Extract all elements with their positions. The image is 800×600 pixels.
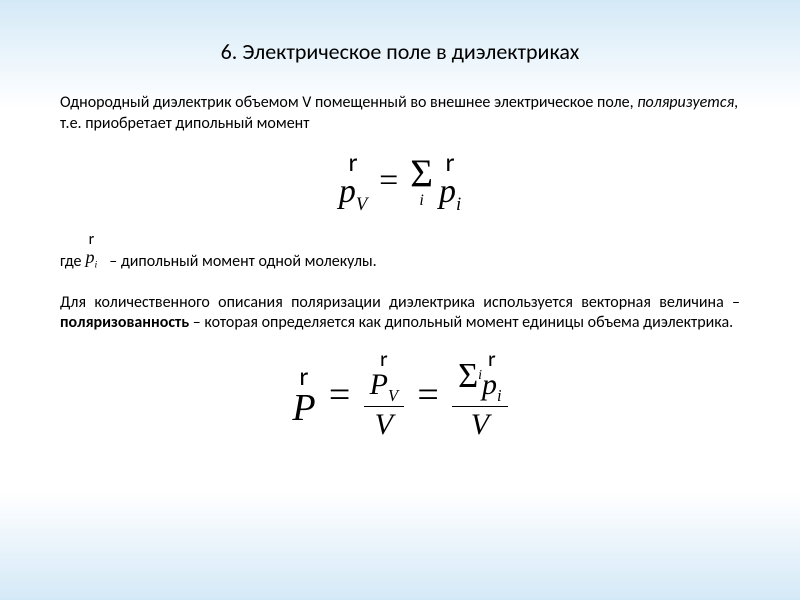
formula1-content: r pV = Σ i r pi: [339, 149, 461, 215]
sub-i-3: i: [497, 386, 502, 405]
eq-2: =: [316, 373, 364, 417]
p2-bold: поляризованность: [60, 313, 189, 332]
sub-V-2: V: [388, 386, 398, 405]
frac-2: Σ i r pi V: [452, 348, 508, 442]
formula2-content: r P = r PV V = Σ i: [292, 348, 507, 442]
vec-r-4: r: [299, 363, 308, 389]
where-label: где: [60, 252, 82, 271]
frac-1: r PV V: [364, 348, 404, 442]
p2-a: Для количественного описания поляризации…: [60, 293, 740, 312]
vec-r-2: r: [446, 149, 455, 175]
sum-sub-i-1: i: [419, 193, 423, 209]
vec-r-1: r: [349, 149, 358, 175]
formula-polarization: r P = r PV V = Σ i: [60, 348, 740, 442]
sym-p-2: p: [439, 173, 456, 210]
eq-3: =: [404, 373, 452, 417]
sigma-1: Σ: [410, 154, 433, 193]
sym-P-2: P: [370, 368, 388, 401]
sym-p-1: p: [339, 173, 356, 210]
sub-i-2: i: [95, 260, 98, 271]
sub-V: V: [356, 193, 367, 214]
vec-r-3: r: [89, 232, 95, 248]
sub-i-1: i: [456, 193, 461, 214]
den-V-1: V: [375, 408, 393, 442]
intro-text-italic: поляризуется: [637, 93, 734, 112]
sym-p-4: p: [482, 368, 497, 401]
vec-r-5: r: [380, 348, 388, 370]
intro-paragraph: Однородный диэлектрик объемом V помещенн…: [60, 93, 740, 135]
intro-text-a: Однородный диэлектрик объемом V помещенн…: [60, 93, 637, 112]
sigma-2: Σ: [458, 357, 478, 396]
where-tail: – дипольный момент одной молекулы.: [109, 252, 376, 271]
formula-dipole-sum: r pV = Σ i r pi: [60, 149, 740, 215]
sym-p-3: p: [86, 247, 95, 267]
den-V-2: V: [471, 408, 489, 442]
sym-P-1: P: [292, 389, 315, 427]
eq-1: =: [367, 162, 410, 200]
vec-r-6: r: [488, 348, 496, 370]
p2-c: – которая определяется как дипольный мом…: [189, 313, 733, 332]
where-line: где r pi – дипольный момент одной молеку…: [60, 232, 740, 271]
polarization-paragraph: Для количественного описания поляризации…: [60, 293, 740, 335]
slide-title: 6. Электрическое поле в диэлектриках: [60, 38, 740, 65]
slide: 6. Электрическое поле в диэлектриках Одн…: [0, 38, 800, 442]
